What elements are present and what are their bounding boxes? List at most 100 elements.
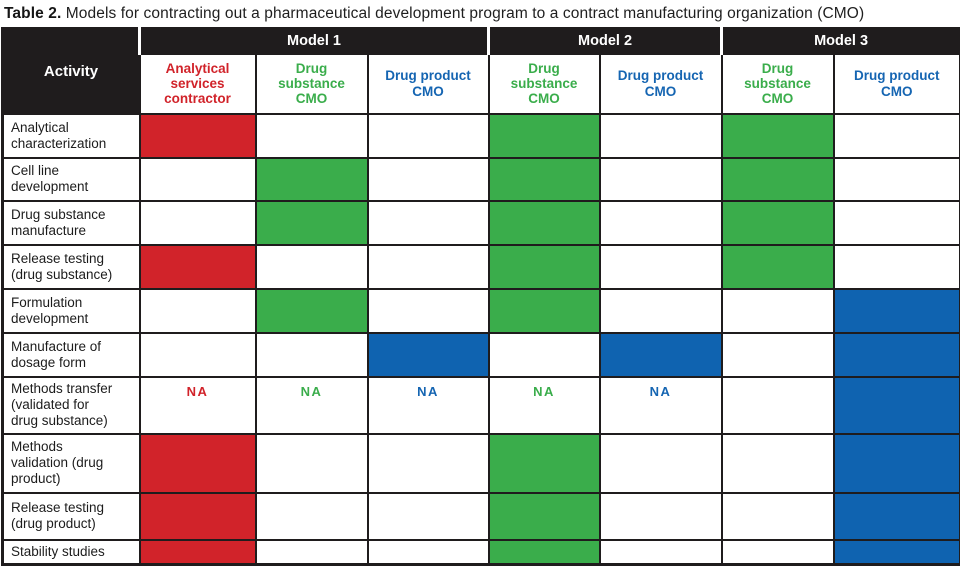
assignment-cell (720, 287, 835, 334)
assignment-cell (720, 156, 835, 202)
cmo-models-table: Activity Model 1 Model 2 Model 3 Analytica… (1, 27, 960, 566)
assignment-cell (366, 112, 490, 159)
activity-cell: Analytical characterization (1, 112, 141, 159)
table-title-text: Models for contracting out a pharmaceuti… (61, 5, 865, 22)
assignment-cell (254, 112, 369, 159)
assignment-cell (832, 112, 960, 159)
table-row: Drug substance manufacture (1, 199, 960, 246)
assignment-cell (487, 491, 601, 541)
assignment-cell (598, 199, 723, 246)
activity-cell: Methods transfer (validated for drug sub… (1, 375, 141, 435)
assignment-cell (138, 112, 257, 159)
column-header-blue-4: Drug product CMO (598, 52, 723, 115)
assignment-cell (366, 243, 490, 290)
table-title: Table 2. Models for contracting out a ph… (0, 0, 960, 27)
column-header-row: Analytical services contractor Drug subst… (3, 52, 960, 115)
assignment-cell (138, 156, 257, 202)
model-group-header-2: Model 2 (487, 27, 723, 55)
assignment-cell: NA (254, 375, 369, 435)
assignment-cell (832, 432, 960, 494)
table-row: Cell line development (1, 156, 960, 202)
assignment-cell (832, 375, 960, 435)
assignment-cell (720, 491, 835, 541)
assignment-cell (138, 432, 257, 494)
assignment-cell (598, 156, 723, 202)
model-group-header-1: Model 1 (137, 27, 490, 55)
assignment-cell (254, 331, 369, 378)
assignment-cell (254, 287, 369, 334)
activity-column-header: Activity (1, 27, 141, 115)
activity-cell: Cell line development (1, 156, 141, 202)
assignment-cell (487, 156, 601, 202)
assignment-cell (366, 287, 490, 334)
assignment-cell (598, 331, 723, 378)
assignment-cell (832, 287, 960, 334)
table-row: Methods validation (drug product) (1, 432, 960, 494)
table-head: Activity Model 1 Model 2 Model 3 Analytica… (1, 27, 960, 115)
assignment-cell (598, 491, 723, 541)
assignment-cell (366, 432, 490, 494)
assignment-cell (832, 331, 960, 378)
table-row: Formulation development (1, 287, 960, 334)
assignment-cell (138, 199, 257, 246)
assignment-cell (720, 243, 835, 290)
assignment-cell (598, 538, 723, 566)
table-row: Stability studies (1, 538, 960, 566)
assignment-cell (832, 491, 960, 541)
assignment-cell (598, 243, 723, 290)
assignment-cell (254, 538, 369, 566)
assignment-cell (720, 199, 835, 246)
assignment-cell (487, 331, 601, 378)
assignment-cell (832, 199, 960, 246)
assignment-cell (366, 538, 490, 566)
assignment-cell (487, 432, 601, 494)
assignment-cell (720, 375, 835, 435)
assignment-cell (138, 287, 257, 334)
column-header-blue-6: Drug product CMO (832, 52, 960, 115)
assignment-cell (254, 491, 369, 541)
assignment-cell (598, 112, 723, 159)
assignment-cell (366, 199, 490, 246)
column-header-red-0: Analytical services contractor (138, 52, 257, 115)
model-group-row: Activity Model 1 Model 2 Model 3 (1, 27, 960, 115)
assignment-cell (487, 287, 601, 334)
assignment-cell (598, 432, 723, 494)
activity-cell: Methods validation (drug product) (1, 432, 141, 494)
activity-cell: Stability studies (1, 538, 141, 566)
assignment-cell: NA (487, 375, 601, 435)
assignment-cell (138, 491, 257, 541)
activity-cell: Release testing (drug substance) (1, 243, 141, 290)
assignment-cell: NA (598, 375, 723, 435)
assignment-cell (832, 243, 960, 290)
assignment-cell (832, 538, 960, 566)
column-header-blue-2: Drug product CMO (366, 52, 490, 115)
activity-cell: Drug substance manufacture (1, 199, 141, 246)
assignment-cell (254, 243, 369, 290)
assignment-cell (487, 112, 601, 159)
column-header-green-1: Drug substance CMO (254, 52, 369, 115)
assignment-cell (254, 199, 369, 246)
table-row: Release testing (drug product) (1, 491, 960, 541)
activity-cell: Formulation development (1, 287, 141, 334)
table-row: Analytical characterization (1, 112, 960, 159)
column-header-green-5: Drug substance CMO (720, 52, 835, 115)
assignment-cell (254, 156, 369, 202)
assignment-cell (598, 287, 723, 334)
assignment-cell (487, 538, 601, 566)
assignment-cell (720, 538, 835, 566)
assignment-cell (487, 243, 601, 290)
assignment-cell (720, 112, 835, 159)
assignment-cell (138, 538, 257, 566)
assignment-cell (720, 432, 835, 494)
assignment-cell (832, 156, 960, 202)
assignment-cell (138, 331, 257, 378)
assignment-cell: NA (138, 375, 257, 435)
table-title-label: Table 2. (4, 5, 62, 22)
assignment-cell (366, 156, 490, 202)
activity-cell: Release testing (drug product) (1, 491, 141, 541)
assignment-cell (720, 331, 835, 378)
table-row: Methods transfer (validated for drug sub… (1, 375, 960, 435)
activity-cell: Manufacture of dosage form (1, 331, 141, 378)
assignment-cell (254, 432, 369, 494)
